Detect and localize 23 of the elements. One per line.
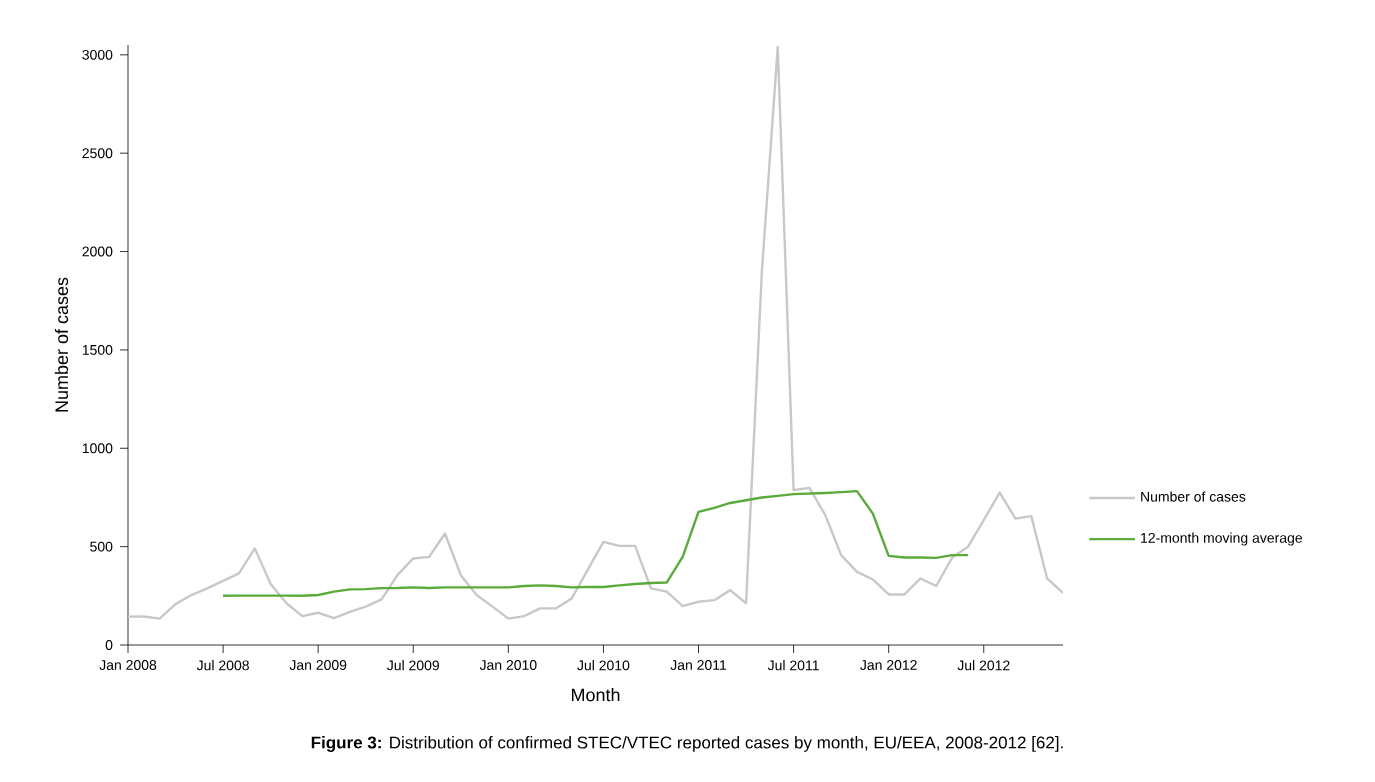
y-tick-label: 1500 [82, 344, 113, 355]
x-tick-label: Jul 2011 [767, 660, 819, 671]
x-tick-label: Jan 2008 [99, 660, 157, 670]
x-tick-label: Jan 2011 [670, 660, 727, 670]
y-tick-label: 2500 [82, 148, 113, 159]
y-tick-label: 0 [105, 640, 113, 650]
x-tick-label: Jan 2012 [860, 660, 917, 670]
x-tick-label: Jul 2010 [577, 660, 630, 671]
legend-label: 12-month moving average [1141, 532, 1302, 546]
x-tick-label: Jul 2008 [196, 660, 249, 671]
x-tick-label: Jul 2009 [387, 660, 440, 671]
x-tick-label: Jul 2012 [957, 660, 1010, 671]
y-tick-label: 2000 [82, 246, 113, 257]
y-tick-label: 500 [90, 541, 113, 552]
legend-label: Number of cases [1141, 491, 1246, 502]
y-tick-label: 3000 [82, 49, 113, 60]
x-axis-title: Month [571, 688, 620, 702]
text: Figure 3: Distribution of confirmed STEC/VTEC reported cases by month, EU/EEA, 2008-2012 [62]. [311, 736, 1063, 752]
x-tick-label: Jan 2009 [289, 660, 347, 670]
line-series [128, 45, 1063, 620]
x-tick-label: Jan 2010 [479, 660, 537, 670]
y-tick-label: 1000 [82, 443, 113, 454]
y-axis-title: Number of cases [54, 277, 69, 412]
